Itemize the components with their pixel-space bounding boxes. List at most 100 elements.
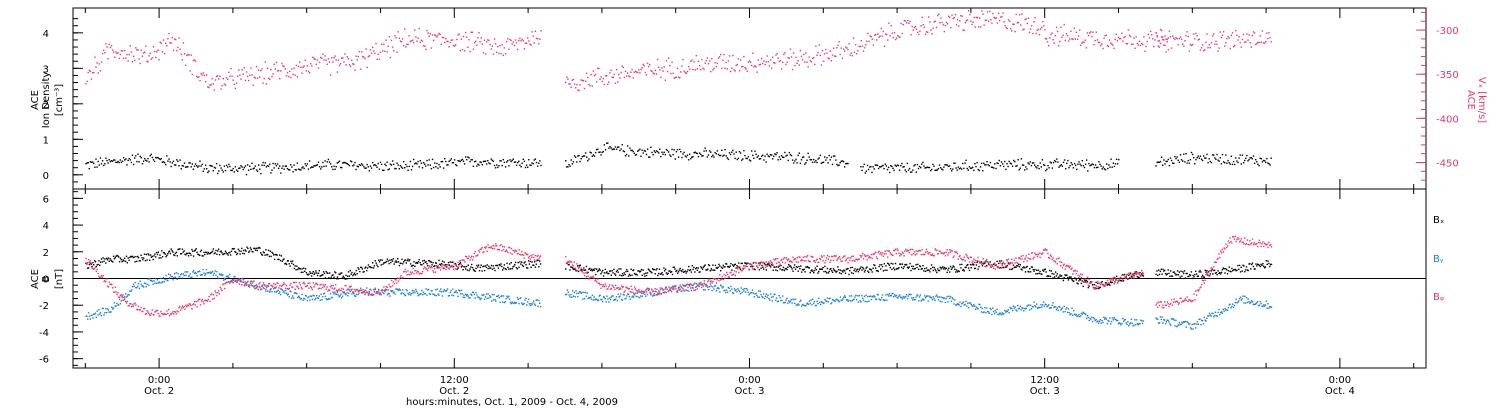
top-data-point [1255,159,1257,161]
top-data-point [148,161,150,163]
bottom-data-point [682,284,684,286]
bottom-data-point [1067,308,1070,310]
top-data-point [389,163,392,165]
bottom-data-point [467,264,469,266]
top-data-point [325,59,327,61]
top-data-point [186,54,188,57]
bottom-data-point [691,265,693,267]
top-data-point [911,171,913,173]
bottom-data-point [1140,319,1142,321]
top-data-point [513,44,516,47]
bottom-data-point [981,307,984,310]
top-data-point [1178,37,1180,40]
top-data-point [1167,49,1169,51]
bottom-data-point [1128,325,1130,327]
bottom-data-point [877,294,879,296]
bottom-data-point [358,292,360,294]
bottom-data-point [177,273,179,275]
top-data-point [391,46,394,48]
top-data-point [928,166,931,169]
bottom-data-point [298,268,301,270]
top-data-point [504,53,507,55]
bottom-data-point [1086,315,1089,317]
bottom-data-point [1135,271,1138,273]
top-data-point [250,168,252,170]
top-data-point [142,52,145,54]
bottom-data-point [403,292,405,295]
bottom-data-point [966,264,968,266]
bottom-data-point [104,258,106,260]
top-data-point [1225,154,1227,156]
bottom-data-point [474,270,476,272]
bottom-data-point [208,272,210,274]
top-data-point [136,48,138,51]
top-data-point [370,167,373,169]
top-data-point [720,154,722,157]
top-data-point [627,72,629,74]
bottom-data-point [347,292,350,294]
top-data-point [1036,29,1038,32]
top-data-point [356,59,358,61]
bottom-data-point [329,272,331,274]
top-data-point [1166,41,1168,43]
bottom-data-point [714,269,716,271]
bottom-data-point [648,289,650,291]
top-data-point [1218,47,1220,49]
top-data-point [736,63,738,66]
time-tick-date: Oct. 3 [1030,386,1060,397]
bottom-data-point [410,292,413,295]
bottom-data-point [1085,279,1088,281]
bottom-data-point [813,302,815,305]
top-data-point [569,165,571,167]
bottom-data-point [339,295,341,297]
bottom-data-point [1234,268,1236,271]
top-data-point [956,18,959,21]
top-data-point [345,162,347,164]
bottom-data-point [1183,272,1185,275]
bottom-data-point [225,252,227,254]
top-data-point [746,157,748,160]
bottom-data-point [907,267,910,269]
bottom-data-point [471,294,473,296]
bottom-data-point [116,254,118,257]
bottom-data-point [485,266,488,269]
bottom-data-point [711,269,713,271]
bottom-data-point [779,268,781,270]
bottom-data-point [998,262,1000,265]
bottom-data-point [812,298,814,300]
top-data-point [862,166,864,168]
bottom-data-point [579,264,581,266]
bottom-data-point [863,295,866,297]
top-data-point [168,158,170,160]
top-data-point [108,159,110,161]
top-data-point [695,152,697,154]
top-data-point [848,43,850,45]
top-data-point [580,79,582,81]
top-data-point [1072,167,1075,169]
top-data-point [231,75,233,77]
top-data-point [172,160,175,162]
top-data-point [290,164,292,166]
bottom-data-point [250,248,252,251]
bottom-data-point [211,271,213,274]
top-data-point [153,160,156,163]
bottom-data-point [763,293,765,295]
top-data-point [581,156,583,158]
bottom-data-point [665,291,668,294]
bottom-data-point [311,298,314,301]
bottom-data-point [115,255,117,257]
top-data-point [600,76,602,78]
top-data-point [1246,33,1248,35]
bottom-data-point [644,293,646,295]
top-data-point [654,151,657,154]
bottom-data-point [776,269,779,272]
bottom-data-point [766,264,768,266]
bottom-data-point [1197,323,1199,325]
top-data-point [628,155,630,157]
top-right-tick-label: -300 [1436,26,1459,37]
bottom-data-point [1084,312,1086,315]
bottom-data-point [311,272,314,275]
top-data-point [944,164,946,166]
bottom-data-point [114,286,116,288]
bottom-data-point [273,291,276,293]
